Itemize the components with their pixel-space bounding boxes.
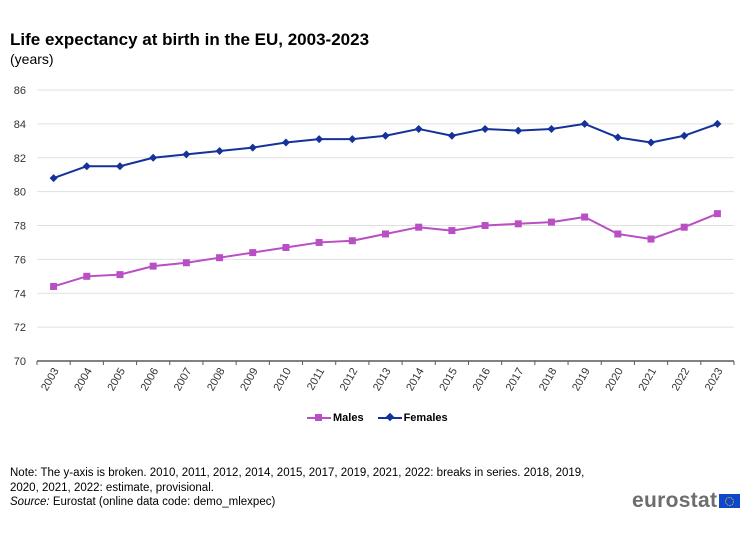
data-point-females[interactable] (547, 124, 556, 133)
data-point-males[interactable] (647, 235, 655, 243)
x-tick-label: 2014 (404, 366, 427, 393)
data-point-females[interactable] (215, 146, 224, 155)
data-point-females[interactable] (613, 133, 622, 142)
data-point-females[interactable] (713, 119, 722, 128)
data-point-females[interactable] (381, 131, 390, 140)
legend-item-females[interactable]: Females (377, 412, 448, 424)
x-tick-label: 2015 (437, 366, 460, 393)
legend-label-males: Males (333, 412, 364, 424)
data-point-males[interactable] (547, 218, 555, 226)
x-tick-label: 2007 (172, 366, 195, 393)
x-tick-label: 2017 (504, 366, 527, 393)
footnote: Note: The y-axis is broken. 2010, 2011, … (10, 467, 585, 494)
x-tick-label: 2011 (305, 366, 327, 392)
y-tick-label: 70 (14, 356, 26, 368)
data-point-females[interactable] (414, 124, 423, 133)
data-point-females[interactable] (514, 126, 523, 135)
x-tick-label: 2010 (271, 366, 294, 393)
data-point-males[interactable] (614, 230, 622, 238)
y-tick-label: 76 (14, 254, 26, 266)
data-point-males[interactable] (282, 244, 290, 252)
gridlines (37, 89, 734, 328)
y-axis-ticks: 70 72 74 76 78 80 82 84 86 (14, 85, 26, 368)
eurostat-logo-text: eurostat (632, 489, 718, 512)
eurostat-logo[interactable]: eurostat (632, 489, 741, 513)
y-tick-label: 74 (14, 288, 26, 300)
data-point-females[interactable] (281, 138, 290, 147)
x-tick-label: 2005 (105, 366, 128, 393)
data-point-females[interactable] (680, 131, 689, 140)
y-tick-label: 80 (14, 187, 26, 199)
chart-subtitle: (years) (10, 51, 54, 67)
x-tick-label: 2023 (703, 366, 726, 393)
x-tick-label: 2020 (603, 366, 626, 393)
data-point-females[interactable] (82, 162, 91, 171)
x-tick-label: 2018 (537, 366, 560, 393)
data-point-males[interactable] (680, 223, 688, 231)
data-point-males[interactable] (83, 272, 91, 280)
chart-title: Life expectancy at birth in the EU, 2003… (10, 30, 370, 49)
x-tick-label: 2009 (238, 366, 261, 393)
x-tick-label: 2012 (338, 366, 361, 393)
legend: Males Females (307, 412, 462, 424)
x-axis: 2003 2004 2005 2006 2007 2008 2009 2010 2011 2012… (36, 360, 735, 393)
x-tick-label: 2008 (205, 366, 228, 393)
x-tick-label: 2019 (570, 366, 593, 393)
data-point-females[interactable] (348, 135, 357, 144)
data-point-females[interactable] (647, 138, 656, 147)
x-tick-label: 2013 (371, 366, 394, 393)
series-lines (49, 119, 722, 290)
y-tick-label: 72 (14, 322, 26, 334)
data-point-females[interactable] (115, 162, 124, 171)
data-point-males[interactable] (415, 223, 423, 231)
data-point-females[interactable] (182, 150, 191, 159)
source-text: Eurostat (online data code: demo_mlexpec… (49, 496, 276, 508)
x-tick-label: 2006 (139, 366, 162, 393)
data-point-males[interactable] (50, 282, 58, 290)
females-diamond-marker-icon (377, 412, 402, 423)
data-point-males[interactable] (713, 210, 721, 218)
data-point-males[interactable] (581, 213, 589, 221)
data-point-males[interactable] (216, 254, 224, 262)
data-point-females[interactable] (248, 143, 257, 152)
y-tick-label: 78 (14, 221, 26, 233)
y-tick-label: 84 (14, 119, 26, 131)
data-point-females[interactable] (49, 174, 58, 183)
x-tick-label: 2003 (39, 366, 62, 393)
data-point-females[interactable] (149, 153, 158, 162)
x-tick-label: 2004 (72, 366, 95, 393)
data-point-males[interactable] (149, 262, 157, 270)
data-point-males[interactable] (315, 238, 323, 246)
data-point-females[interactable] (315, 135, 324, 144)
data-point-males[interactable] (348, 237, 356, 245)
data-point-males[interactable] (448, 227, 456, 235)
x-tick-label: 2016 (471, 366, 494, 393)
males-square-marker-icon (307, 413, 331, 423)
source-line: Source: Eurostat (online data code: demo… (10, 496, 275, 508)
legend-item-males[interactable]: Males (307, 412, 364, 424)
x-tick-label: 2022 (670, 366, 693, 393)
legend-label-females: Females (403, 412, 448, 424)
data-point-females[interactable] (447, 131, 456, 140)
data-point-females[interactable] (580, 119, 589, 128)
y-tick-label: 82 (14, 153, 26, 165)
data-point-males[interactable] (249, 249, 257, 257)
eu-flag-icon (719, 494, 741, 508)
y-tick-label: 86 (14, 85, 26, 97)
x-tick-label: 2021 (637, 366, 660, 393)
data-point-males[interactable] (182, 259, 190, 267)
data-point-males[interactable] (481, 222, 489, 229)
series-line-males (53, 212, 718, 288)
data-point-males[interactable] (116, 271, 124, 279)
data-point-females[interactable] (481, 124, 490, 133)
data-point-males[interactable] (382, 230, 389, 238)
source-label: Source: (10, 496, 50, 508)
data-point-males[interactable] (514, 220, 522, 228)
